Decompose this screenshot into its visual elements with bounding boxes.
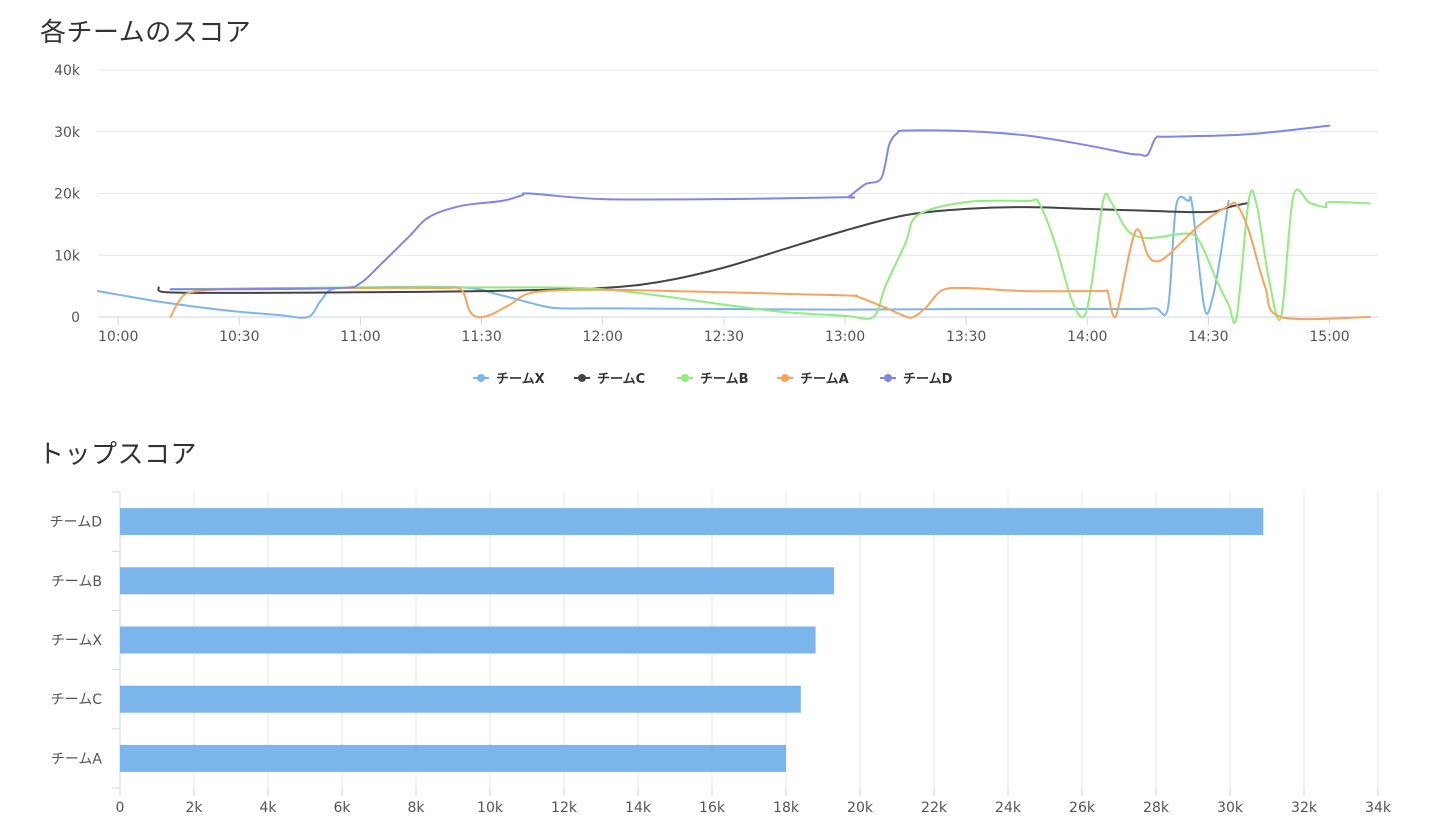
x-tick-label: 20k bbox=[847, 800, 874, 816]
y-tick-label: 20k bbox=[54, 187, 81, 203]
x-tick-label: 11:00 bbox=[340, 329, 380, 345]
series-line-チームa bbox=[169, 201, 1371, 321]
x-tick-label: 28k bbox=[1143, 800, 1170, 816]
x-tick-label: 12k bbox=[551, 800, 578, 816]
x-tick-label: 15:00 bbox=[1309, 329, 1349, 345]
x-tick-label: 13:30 bbox=[946, 329, 986, 345]
x-tick-label: 12:00 bbox=[583, 329, 623, 345]
x-tick-label: 14:30 bbox=[1188, 329, 1228, 345]
legend-item-チームb[interactable]: チームB bbox=[677, 372, 749, 387]
legend-marker bbox=[681, 374, 689, 382]
y-tick-label: 30k bbox=[54, 125, 81, 141]
bar-チームx[interactable] bbox=[120, 626, 816, 654]
x-tick-label: 13:00 bbox=[825, 329, 865, 345]
x-tick-label: 22k bbox=[921, 800, 948, 816]
bar-チームd[interactable] bbox=[120, 508, 1264, 536]
x-tick-label: 30k bbox=[1217, 800, 1244, 816]
x-tick-label: 26k bbox=[1069, 800, 1096, 816]
x-tick-label: 14k bbox=[625, 800, 652, 816]
x-tick-label: 34k bbox=[1365, 800, 1392, 816]
legend-item-チームx[interactable]: チームX bbox=[473, 372, 545, 387]
legend-marker bbox=[884, 374, 892, 382]
bar-チームa[interactable] bbox=[120, 744, 786, 772]
category-label: チームA bbox=[51, 751, 103, 767]
legend-label: チームC bbox=[597, 372, 645, 387]
x-tick-label: 11:30 bbox=[461, 329, 501, 345]
x-tick-label: 16k bbox=[699, 800, 726, 816]
x-tick-label: 12:30 bbox=[704, 329, 744, 345]
category-label: チームD bbox=[50, 515, 102, 531]
x-tick-label: 8k bbox=[407, 800, 425, 816]
x-tick-label: 2k bbox=[185, 800, 203, 816]
x-tick-label: 10k bbox=[477, 800, 504, 816]
series-line-チームb bbox=[169, 188, 1371, 324]
x-tick-label: 10:30 bbox=[219, 329, 259, 345]
category-label: チームB bbox=[51, 574, 102, 590]
legend-label: チームD bbox=[903, 372, 953, 387]
x-tick-label: 10:00 bbox=[98, 329, 138, 345]
legend-item-チームd[interactable]: チームD bbox=[880, 372, 953, 387]
line-chart-grid bbox=[98, 69, 1378, 318]
series-line-チームc bbox=[157, 201, 1250, 294]
legend-label: チームX bbox=[496, 372, 545, 387]
x-tick-label: 0 bbox=[116, 800, 125, 816]
y-tick-label: 40k bbox=[54, 63, 81, 79]
x-tick-label: 32k bbox=[1291, 800, 1318, 816]
bar-チームb[interactable] bbox=[120, 567, 835, 595]
legend-item-チームa[interactable]: チームA bbox=[777, 372, 849, 387]
legend-marker bbox=[781, 374, 789, 382]
x-tick-label: 24k bbox=[995, 800, 1022, 816]
bar-チームc[interactable] bbox=[120, 685, 801, 713]
line-chart: 0 10k 20k 30k 40k 10:00 10:30 11:00 11:30 12:00 12… bbox=[54, 63, 1378, 387]
series-line-チームx bbox=[97, 195, 1230, 319]
legend-label: チームB bbox=[700, 372, 749, 387]
legend-marker bbox=[578, 374, 586, 382]
legend-label: チームA bbox=[800, 372, 849, 387]
x-tick-label: 6k bbox=[333, 800, 351, 816]
category-label: チームX bbox=[51, 633, 103, 649]
y-tick-label: 0 bbox=[71, 310, 80, 326]
y-tick-label: 10k bbox=[54, 248, 81, 264]
legend-item-チームc[interactable]: チームC bbox=[574, 372, 645, 387]
x-tick-label: 14:00 bbox=[1067, 329, 1107, 345]
legend-marker bbox=[477, 374, 485, 382]
bar-chart-title: トップスコア bbox=[38, 440, 198, 470]
line-chart-title: 各チームのスコア bbox=[40, 18, 252, 48]
series-line-チームd bbox=[169, 124, 1331, 291]
x-tick-label: 18k bbox=[773, 800, 800, 816]
category-label: チームC bbox=[51, 692, 103, 708]
x-tick-label: 4k bbox=[259, 800, 277, 816]
